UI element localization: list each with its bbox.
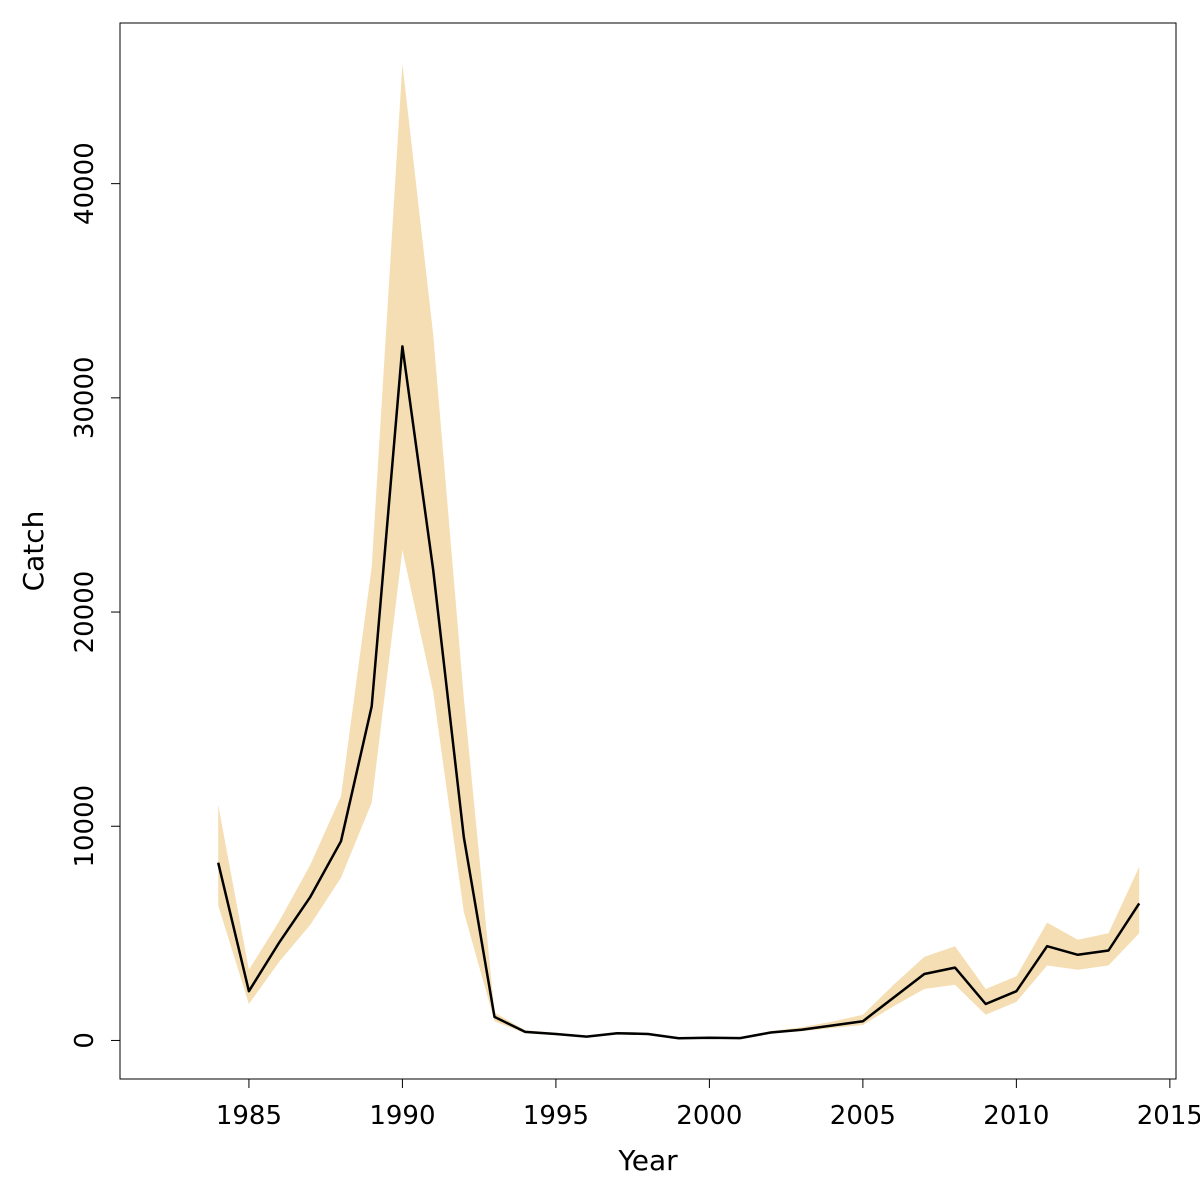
- x-axis-title: Year: [617, 1144, 678, 1177]
- y-tick-label: 30000: [70, 356, 100, 439]
- x-tick-label: 1995: [523, 1101, 589, 1131]
- x-tick-label: 2000: [676, 1101, 742, 1131]
- y-tick-label: 40000: [70, 142, 100, 225]
- x-tick-label: 1990: [369, 1101, 435, 1131]
- x-tick-label: 2010: [983, 1101, 1049, 1131]
- x-axis: 1985 1990 1995 2000 2005 2010 2015: [216, 1079, 1200, 1131]
- y-tick-label: 20000: [70, 571, 100, 654]
- catch-line: [216, 345, 1141, 1040]
- x-tick-label: 1985: [216, 1101, 282, 1131]
- y-tick-label: 10000: [70, 785, 100, 868]
- x-tick-label: 2015: [1137, 1101, 1200, 1131]
- y-axis-title: Catch: [17, 511, 50, 592]
- y-tick-label: 0: [70, 1032, 100, 1049]
- plot-frame: [119, 22, 1177, 1080]
- y-axis: 0 10000 20000 30000 40000: [70, 142, 120, 1049]
- x-tick-label: 2005: [830, 1101, 896, 1131]
- confidence-band: [218, 63, 1140, 1039]
